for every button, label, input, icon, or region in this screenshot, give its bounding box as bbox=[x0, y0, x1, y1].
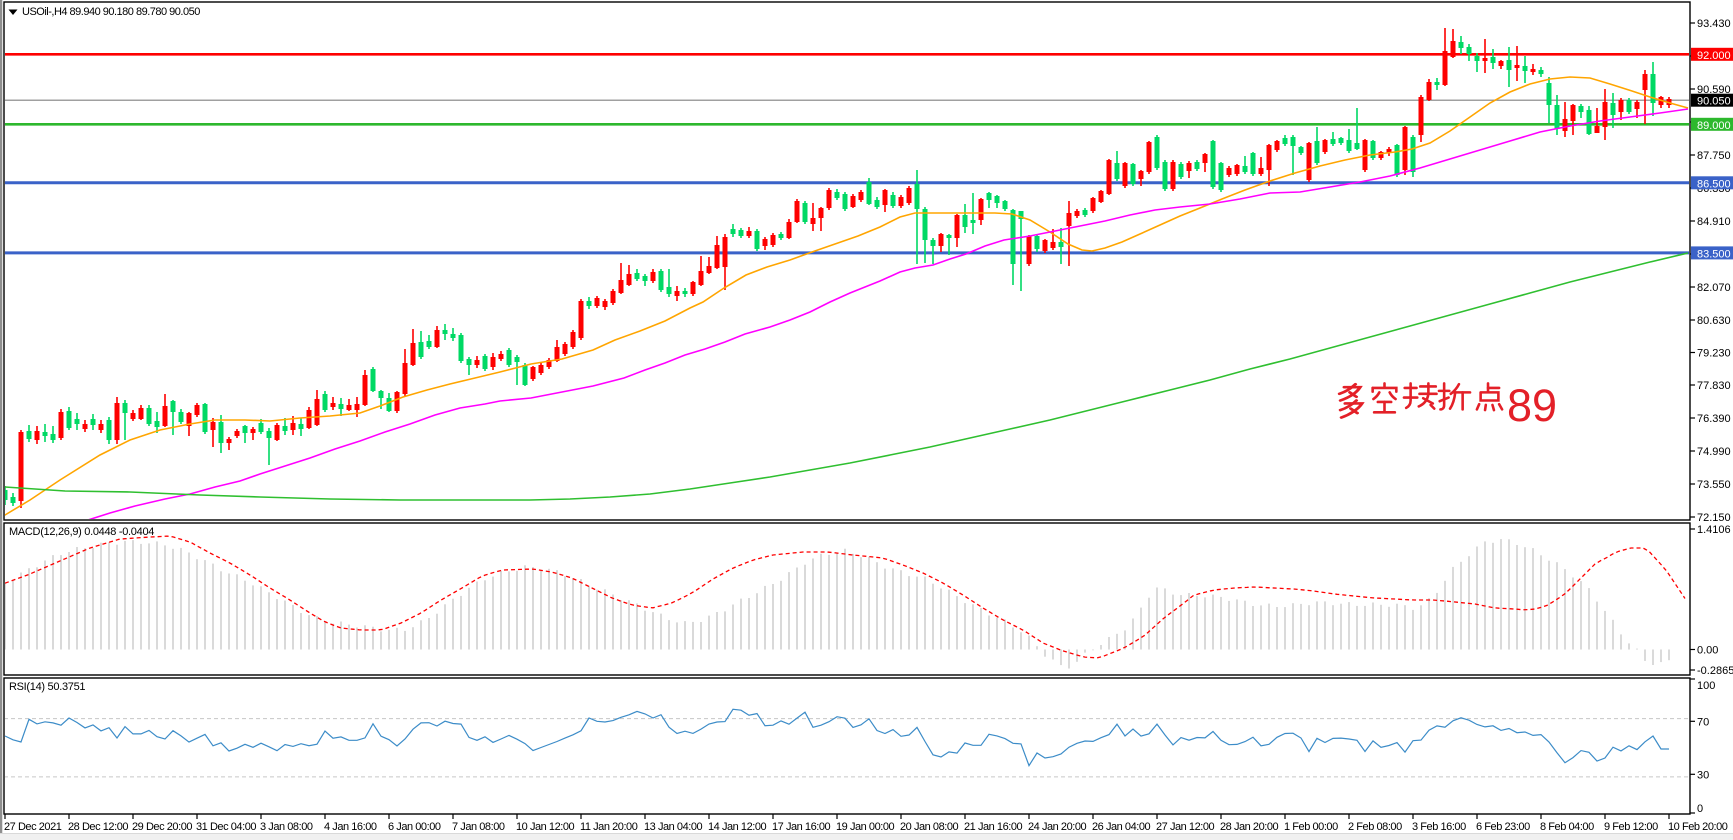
svg-text:93.430: 93.430 bbox=[1697, 18, 1731, 30]
svg-text:19 Jan 00:00: 19 Jan 00:00 bbox=[836, 821, 895, 833]
svg-text:90.590: 90.590 bbox=[1697, 84, 1731, 96]
svg-text:1 Feb 00:00: 1 Feb 00:00 bbox=[1284, 821, 1338, 833]
svg-text:79.230: 79.230 bbox=[1697, 348, 1731, 360]
svg-text:90.050: 90.050 bbox=[1697, 96, 1731, 108]
svg-text:73.550: 73.550 bbox=[1697, 479, 1731, 491]
svg-text:10 Jan 12:00: 10 Jan 12:00 bbox=[516, 821, 575, 833]
svg-text:3 Jan 08:00: 3 Jan 08:00 bbox=[260, 821, 313, 833]
svg-text:3 Feb 16:00: 3 Feb 16:00 bbox=[1412, 821, 1466, 833]
svg-text:4 Jan 16:00: 4 Jan 16:00 bbox=[324, 821, 377, 833]
svg-text:MACD(12,26,9) 0.0448 -0.0404: MACD(12,26,9) 0.0448 -0.0404 bbox=[9, 526, 154, 538]
svg-text:89: 89 bbox=[1507, 380, 1557, 431]
svg-text:29 Dec 20:00: 29 Dec 20:00 bbox=[132, 821, 192, 833]
svg-text:80.630: 80.630 bbox=[1697, 315, 1731, 327]
svg-text:21 Jan 16:00: 21 Jan 16:00 bbox=[964, 821, 1023, 833]
svg-text:-0.2865: -0.2865 bbox=[1697, 665, 1733, 677]
svg-text:RSI(14) 50.3751: RSI(14) 50.3751 bbox=[9, 681, 85, 693]
svg-text:70: 70 bbox=[1697, 716, 1709, 728]
svg-text:28 Dec 12:00: 28 Dec 12:00 bbox=[68, 821, 128, 833]
svg-text:17 Jan 16:00: 17 Jan 16:00 bbox=[772, 821, 831, 833]
svg-text:86.500: 86.500 bbox=[1697, 178, 1731, 190]
svg-text:6 Jan 00:00: 6 Jan 00:00 bbox=[388, 821, 441, 833]
svg-text:77.830: 77.830 bbox=[1697, 380, 1731, 392]
svg-text:6 Feb 23:00: 6 Feb 23:00 bbox=[1476, 821, 1530, 833]
svg-text:84.910: 84.910 bbox=[1697, 216, 1731, 228]
svg-text:9 Feb 12:00: 9 Feb 12:00 bbox=[1604, 821, 1658, 833]
svg-text:74.990: 74.990 bbox=[1697, 446, 1731, 458]
svg-text:82.070: 82.070 bbox=[1697, 282, 1731, 294]
svg-text:1.4106: 1.4106 bbox=[1697, 524, 1731, 536]
svg-text:87.750: 87.750 bbox=[1697, 150, 1731, 162]
svg-text:2 Feb 08:00: 2 Feb 08:00 bbox=[1348, 821, 1402, 833]
svg-text:72.150: 72.150 bbox=[1697, 512, 1731, 524]
svg-text:20 Jan 08:00: 20 Jan 08:00 bbox=[900, 821, 959, 833]
svg-text:76.390: 76.390 bbox=[1697, 413, 1731, 425]
svg-text:30: 30 bbox=[1697, 769, 1709, 781]
svg-text:11 Jan 20:00: 11 Jan 20:00 bbox=[580, 821, 638, 833]
svg-text:27 Dec 2021: 27 Dec 2021 bbox=[4, 821, 62, 833]
svg-text:USOil-,H4 89.940 90.180 89.78: USOil-,H4 89.940 90.180 89.780 90.050 bbox=[22, 6, 200, 18]
svg-text:13 Jan 04:00: 13 Jan 04:00 bbox=[644, 821, 703, 833]
svg-text:0: 0 bbox=[1697, 803, 1703, 815]
svg-text:100: 100 bbox=[1697, 680, 1715, 692]
svg-text:8 Feb 04:00: 8 Feb 04:00 bbox=[1540, 821, 1594, 833]
svg-text:27 Jan 12:00: 27 Jan 12:00 bbox=[1156, 821, 1215, 833]
svg-text:89.000: 89.000 bbox=[1697, 120, 1731, 132]
svg-text:92.000: 92.000 bbox=[1697, 50, 1731, 62]
svg-text:7 Jan 08:00: 7 Jan 08:00 bbox=[452, 821, 505, 833]
svg-text:24 Jan 20:00: 24 Jan 20:00 bbox=[1028, 821, 1087, 833]
svg-text:28 Jan 20:00: 28 Jan 20:00 bbox=[1220, 821, 1279, 833]
svg-text:10 Feb 20:00: 10 Feb 20:00 bbox=[1668, 821, 1728, 833]
svg-text:26 Jan 04:00: 26 Jan 04:00 bbox=[1092, 821, 1151, 833]
svg-text:0.00: 0.00 bbox=[1697, 645, 1718, 657]
svg-text:31 Dec 04:00: 31 Dec 04:00 bbox=[196, 821, 256, 833]
svg-text:83.500: 83.500 bbox=[1697, 248, 1731, 260]
svg-text:14 Jan 12:00: 14 Jan 12:00 bbox=[708, 821, 767, 833]
